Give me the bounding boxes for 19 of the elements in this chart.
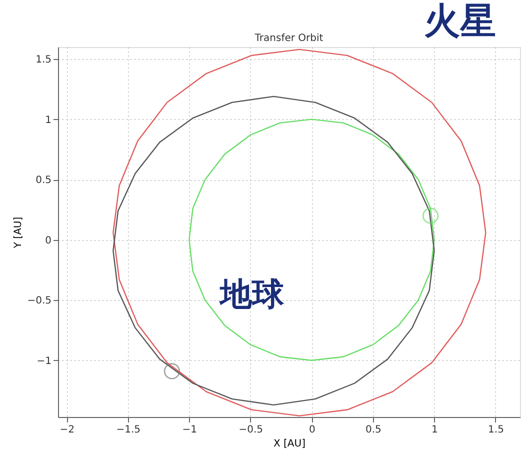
text: 火星 <box>424 1 496 42</box>
x-tick-label: 1 <box>432 424 438 436</box>
x-axis-title: X [AU] <box>274 438 306 450</box>
y-axis-title: Y [AU] <box>13 216 24 250</box>
x-tick-label: −0.5 <box>238 424 264 436</box>
y-tick-label: −1 <box>36 356 52 367</box>
y-tick-label: 1 <box>45 114 52 126</box>
x-tick-label: −2 <box>60 424 74 436</box>
y-tick-label: 0.5 <box>36 175 52 186</box>
x-tick-label: 1.5 <box>488 424 504 436</box>
y-tick-label: 1.5 <box>36 54 52 66</box>
y-tick-label: 0 <box>45 235 52 246</box>
annotation: 地球 <box>218 274 286 313</box>
x-tick-label: 0 <box>308 424 316 436</box>
chart-title: Transfer Orbit <box>254 33 324 44</box>
x-tick-label: 0.5 <box>365 424 382 436</box>
x-tick-label: −1 <box>182 424 197 436</box>
y-tick-label: −0.5 <box>27 296 52 307</box>
x-tick-label: −1.5 <box>116 424 140 436</box>
